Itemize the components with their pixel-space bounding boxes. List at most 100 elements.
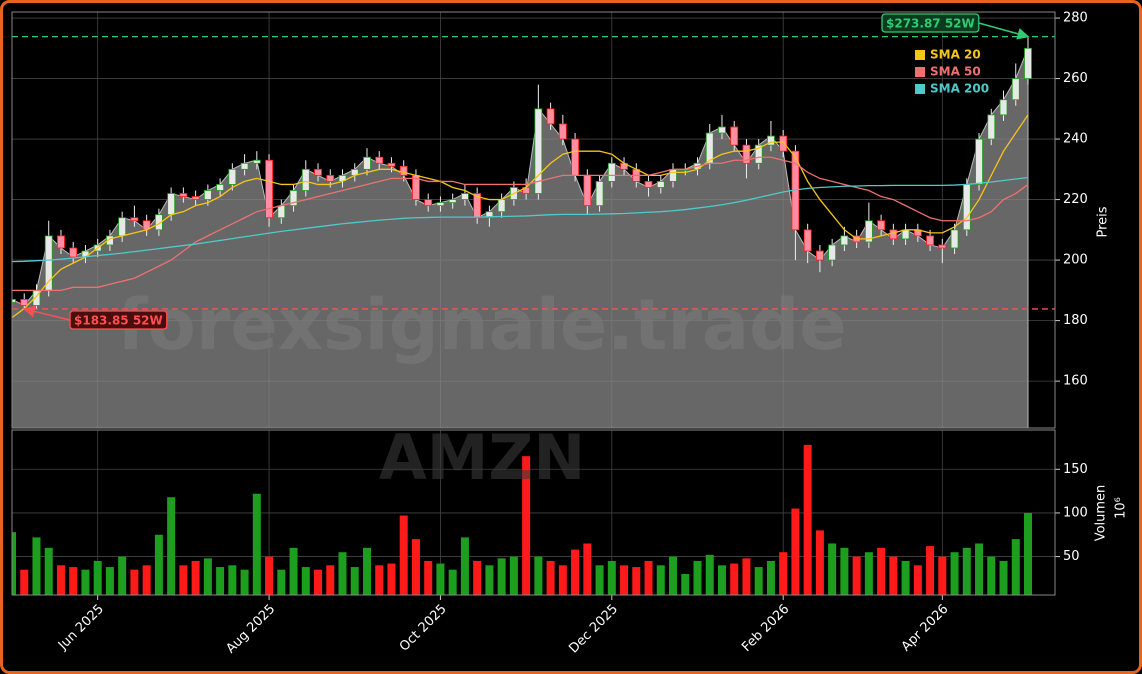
candle-body xyxy=(889,229,898,240)
volume-bar xyxy=(828,543,837,595)
volume-bar xyxy=(252,493,261,595)
legend-swatch xyxy=(915,50,925,60)
volume-bar xyxy=(962,547,971,595)
candle-body xyxy=(436,202,445,207)
volume-bar xyxy=(522,456,531,595)
candle-body xyxy=(828,244,837,261)
candle-body xyxy=(607,162,616,182)
candle-body xyxy=(803,229,812,252)
candle-body xyxy=(742,144,751,164)
volume-bar xyxy=(840,547,849,595)
candle-body xyxy=(767,135,775,146)
volume-bar xyxy=(656,565,665,595)
volume-bar xyxy=(877,547,886,595)
volume-bar xyxy=(56,565,65,595)
volume-bar xyxy=(81,569,90,595)
volume-bar xyxy=(411,539,420,595)
volume-bar xyxy=(754,567,763,595)
volume-bar xyxy=(546,560,555,595)
candle-body xyxy=(424,199,433,207)
candle-body xyxy=(203,190,212,200)
volume-bar xyxy=(779,552,788,595)
volume-bar xyxy=(558,565,567,595)
candle-body xyxy=(461,193,469,200)
watermark: AMZN xyxy=(379,421,586,494)
candle-body xyxy=(1024,47,1032,79)
candle-body xyxy=(485,211,494,219)
volume-bar xyxy=(864,552,873,595)
volume-bar xyxy=(497,558,506,595)
volume-bar xyxy=(118,556,127,595)
candle-body xyxy=(118,217,127,237)
volume-bar xyxy=(375,565,384,595)
volume-bar xyxy=(1011,539,1020,595)
volume-bar xyxy=(203,558,212,595)
volume-bar xyxy=(632,567,641,595)
candle-body xyxy=(546,108,555,125)
candle-body xyxy=(216,184,224,191)
volume-bar xyxy=(571,549,580,595)
candle-body xyxy=(718,126,726,134)
volume-bar xyxy=(950,552,959,595)
candle-body xyxy=(999,99,1008,116)
candle-body xyxy=(669,168,677,182)
volume-bar xyxy=(93,560,102,595)
volume-bar xyxy=(803,444,812,595)
volume-bar xyxy=(191,560,200,595)
candle-body xyxy=(754,144,763,164)
volume-bar xyxy=(644,560,653,595)
candle-body xyxy=(301,168,310,191)
annotation-label: $183.85 52W xyxy=(74,314,163,328)
volume-bar xyxy=(889,556,898,595)
candle-body xyxy=(69,247,78,258)
volume-bar xyxy=(509,556,518,595)
volume-bar xyxy=(289,547,298,595)
volume-scale: 10⁶ xyxy=(1114,497,1129,519)
sma-line xyxy=(12,114,1029,319)
y-tick-label: 240 xyxy=(1063,132,1088,147)
volume-bar xyxy=(620,565,629,595)
volume-bar xyxy=(142,565,151,595)
candle-body xyxy=(595,181,604,207)
candle-body xyxy=(730,126,739,146)
candle-body xyxy=(571,138,579,176)
candle-body xyxy=(779,135,788,152)
volume-bar xyxy=(44,547,53,595)
candle-body xyxy=(1011,78,1020,101)
legend-swatch xyxy=(915,84,925,94)
sma-line xyxy=(12,156,1029,291)
candle-body xyxy=(656,181,665,188)
volume-bar xyxy=(705,554,714,595)
volume-bar xyxy=(583,543,592,595)
candle-body xyxy=(987,114,996,140)
candle-body xyxy=(363,156,371,170)
candle-body xyxy=(375,156,384,164)
y-tick-label: 260 xyxy=(1063,71,1088,86)
sma-line xyxy=(12,176,1029,263)
candle-body xyxy=(877,220,886,231)
volume-bar xyxy=(938,556,947,595)
volume-bar xyxy=(534,556,543,595)
candle-body xyxy=(314,168,322,176)
y-tick-label: 50 xyxy=(1063,549,1080,564)
volume-bar xyxy=(791,508,800,595)
volume-bar xyxy=(460,537,469,595)
y-tick-label: 220 xyxy=(1063,192,1088,207)
candle-body xyxy=(252,159,261,164)
candle-body xyxy=(583,174,592,207)
volume-bar xyxy=(730,563,739,595)
y-tick-label: 200 xyxy=(1063,253,1088,268)
candle-body xyxy=(20,299,29,306)
y-tick-label: 150 xyxy=(1063,462,1088,477)
volume-bar xyxy=(154,534,163,595)
volume-bar xyxy=(436,563,445,595)
volume-bar xyxy=(69,567,78,595)
legend-label: SMA 200 xyxy=(930,82,989,96)
candle-body xyxy=(130,217,139,222)
volume-bar xyxy=(167,497,176,595)
volume-bar xyxy=(130,569,139,595)
volume-bar xyxy=(473,560,482,595)
volume-frame xyxy=(11,429,1056,596)
volume-bar xyxy=(20,569,29,595)
